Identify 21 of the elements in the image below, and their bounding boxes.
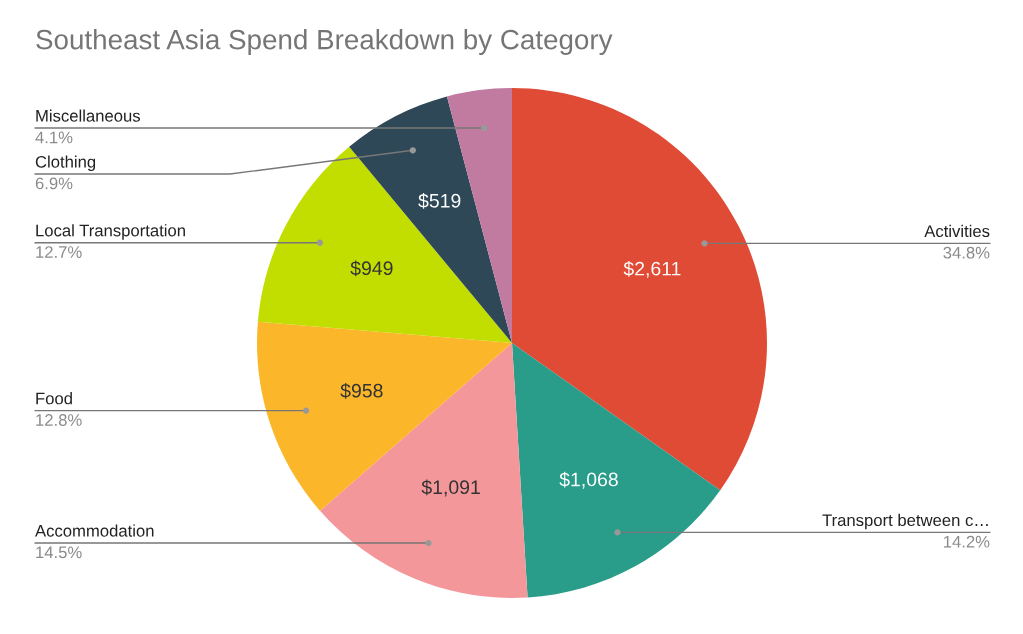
slice-label: Accommodation (35, 524, 154, 537)
data-label: $958 (340, 382, 383, 399)
data-label: $1,068 (559, 471, 618, 489)
slice-label: Transport between c… (822, 513, 988, 530)
slice-label: Clothing (35, 155, 96, 172)
text: 34.8% (943, 246, 990, 259)
slice-label: Food (36, 392, 72, 405)
text: 14.5% (36, 546, 82, 559)
slice-label: Activities (924, 224, 990, 238)
data-label: $2,611 (623, 260, 681, 278)
slice-label: Miscellaneous (36, 109, 141, 122)
text: 4.1% (35, 131, 73, 144)
text: 12.8% (36, 414, 82, 426)
data-label: $949 (350, 260, 393, 277)
text: 12.7% (36, 246, 82, 258)
chart-title: Southeast Asia Spend Breakdown by Category (36, 29, 613, 55)
slice-label: Local Transportation (36, 224, 185, 240)
text: 6.9% (35, 177, 73, 190)
text: 14.2% (944, 535, 990, 548)
data-label: $1,091 (421, 479, 480, 497)
data-label: $519 (418, 193, 461, 209)
